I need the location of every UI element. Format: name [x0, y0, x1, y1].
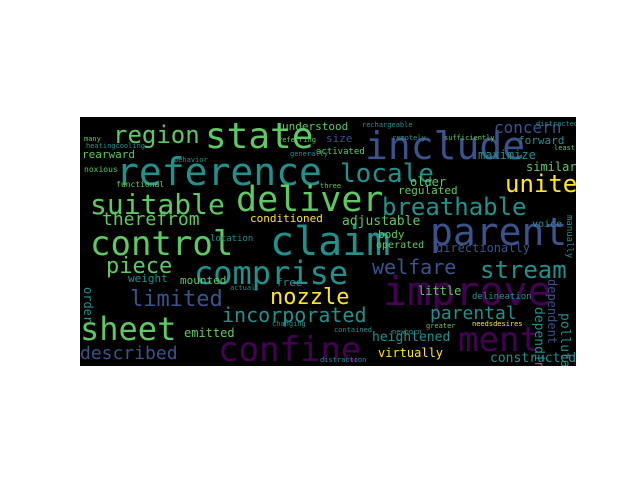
word: piece [106, 254, 173, 279]
word: changing [272, 320, 306, 328]
word: heatingcooling [86, 142, 146, 150]
word: voice [532, 219, 563, 230]
word: distraction [320, 356, 367, 364]
word: delineation [472, 292, 532, 302]
word: adjustable [342, 214, 421, 229]
word: directionally [436, 241, 530, 255]
word: body [378, 228, 405, 241]
word: functional [116, 180, 165, 189]
word: behavior [174, 156, 208, 164]
word: generally [290, 150, 328, 158]
word: comprise [194, 254, 349, 292]
word: ment [458, 320, 540, 360]
word: location [210, 234, 254, 244]
word: concern [494, 118, 562, 137]
word: greater [426, 322, 456, 330]
word: parental [430, 303, 517, 324]
word: dependent [545, 279, 559, 345]
word: many [84, 135, 101, 143]
word: noxious [84, 165, 118, 174]
word: control [90, 224, 234, 264]
word: locale [340, 159, 434, 189]
word: limited [130, 287, 223, 312]
word: distracted [536, 120, 576, 128]
word: emitted [184, 326, 235, 340]
word: understood [282, 120, 349, 133]
word: manually [564, 215, 574, 259]
word: rechargeable [362, 121, 413, 129]
word: therefrom [102, 209, 200, 230]
word: conditioned [250, 212, 323, 225]
word-cloud: region state include reference deliver l… [80, 117, 576, 366]
word: parent [430, 210, 568, 254]
word: regulated [398, 184, 458, 197]
word: weight [128, 272, 168, 285]
word: include [365, 124, 526, 168]
word: contained [334, 326, 372, 334]
word: region [113, 121, 200, 149]
word: rearward [82, 148, 135, 161]
word: activated [316, 147, 365, 157]
word: order [81, 287, 95, 324]
word: virtually [378, 346, 444, 360]
word: referring [278, 136, 316, 144]
word: nozzle [270, 285, 350, 310]
word: maximize [478, 148, 536, 162]
word: reference [116, 150, 322, 194]
word: least [554, 144, 576, 152]
word: actual [230, 284, 256, 292]
word: newborn [392, 328, 422, 336]
word: remotely [392, 134, 426, 142]
word: suitable [90, 188, 225, 221]
word: confine [218, 330, 362, 366]
word: forward [518, 134, 565, 147]
word: welfare [372, 255, 457, 279]
word: operated [376, 240, 425, 251]
word: incorporated [222, 303, 367, 327]
word: constructed [490, 351, 576, 366]
word: deliver [236, 180, 384, 220]
word: similar [526, 160, 576, 174]
word: state [205, 117, 314, 157]
word: mounted [180, 274, 227, 287]
word: described [80, 343, 178, 364]
word: depending [531, 307, 546, 366]
word: older [410, 175, 447, 189]
word: breathable [382, 193, 527, 221]
word: free [276, 276, 303, 289]
word: three [320, 182, 342, 190]
word: sheet [80, 310, 177, 348]
word: stream [480, 256, 567, 284]
word: needsdesires [472, 320, 523, 328]
word: little [418, 284, 462, 298]
word: improve [383, 269, 552, 315]
word: united [505, 170, 576, 198]
word: sufficiently [444, 134, 495, 142]
word: size [326, 132, 353, 145]
word: pollutant [557, 313, 572, 366]
word: heightened [372, 330, 451, 345]
word: claim [270, 219, 391, 265]
